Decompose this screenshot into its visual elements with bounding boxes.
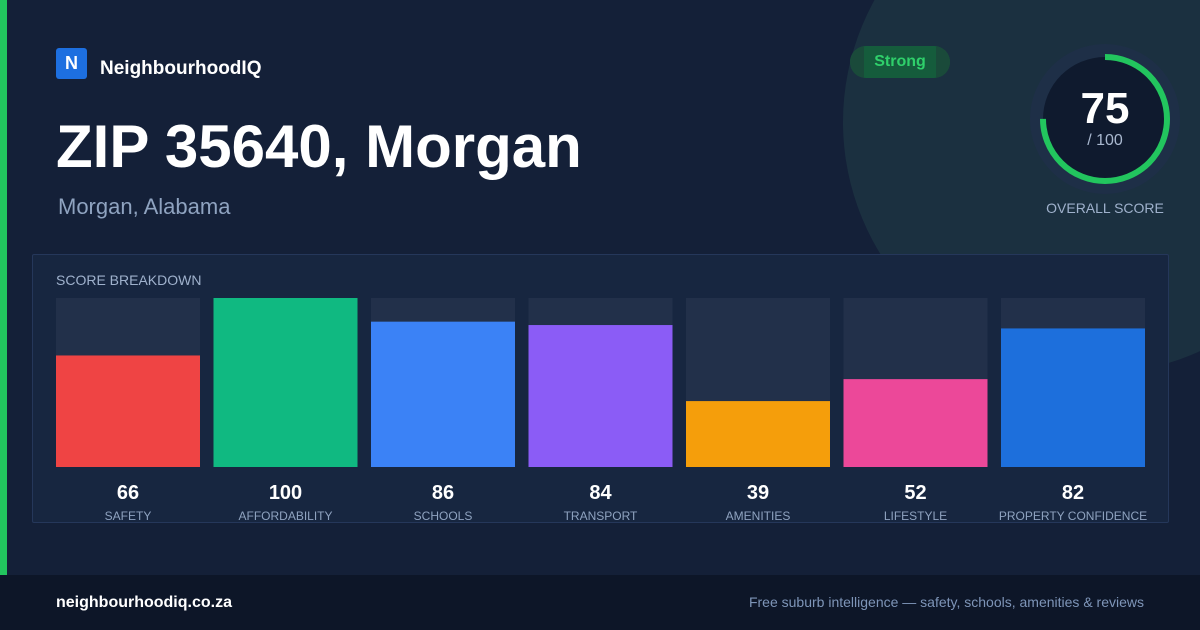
rating-badge: Strong [850, 46, 950, 78]
bar-transport [528, 325, 673, 467]
bar-value-affordability: 100 [269, 482, 302, 504]
score-breakdown-panel: SCORE BREAKDOWN 66 SAFETY 100 AFFORDABILITY… [32, 254, 1169, 523]
rating-badge-label: Strong [874, 53, 926, 70]
bar-value-schools: 86 [432, 482, 454, 504]
bar-label-affordability: AFFORDABILITY [238, 509, 332, 523]
bar-value-safety: 66 [117, 482, 139, 504]
bar-label-amenities: AMENITIES [726, 509, 791, 523]
overall-score-gauge: 75 / 100 [1028, 42, 1182, 196]
gauge-ring [1030, 44, 1180, 194]
footer-site-link[interactable]: neighbourhoodiq.co.za [56, 594, 232, 611]
brand-name: NeighbourhoodIQ [100, 58, 262, 79]
bar-affordability [213, 298, 358, 467]
bar-value-lifestyle: 52 [904, 482, 926, 504]
bar-label-lifestyle: LIFESTYLE [884, 509, 947, 523]
overall-score-max: / 100 [1087, 132, 1123, 149]
bar-schools [371, 321, 515, 467]
score-bar-chart: 66 SAFETY 100 AFFORDABILITY 86 SCHOOLS 84 TRANS… [56, 298, 1147, 523]
overall-score-value: 75 [1080, 84, 1130, 133]
bar-label-schools: SCHOOLS [414, 509, 473, 523]
bar-label-safety: SAFETY [105, 509, 152, 523]
brand-logo-icon: N [56, 47, 87, 79]
bar-safety [56, 355, 200, 467]
overall-score-label: OVERALL SCORE [1046, 200, 1164, 216]
bar-label-property-confidence: PROPERTY CONFIDENCE [999, 509, 1147, 523]
page-subtitle: Morgan, Alabama [58, 194, 231, 219]
bar-property-confidence [1001, 328, 1145, 467]
bar-value-amenities: 39 [747, 482, 769, 504]
gauge-arc [1040, 54, 1170, 184]
accent-strip [0, 0, 7, 575]
brand: N NeighbourhoodIQ [56, 46, 261, 80]
page-title: ZIP 35640, Morgan [56, 113, 582, 180]
bar-value-property-confidence: 82 [1062, 482, 1084, 504]
bar-value-transport: 84 [589, 482, 612, 504]
bar-lifestyle [843, 379, 988, 467]
bar-label-transport: TRANSPORT [564, 509, 638, 523]
footer: neighbourhoodiq.co.za Free suburb intell… [0, 575, 1200, 630]
bar-amenities [686, 401, 830, 467]
breakdown-title: SCORE BREAKDOWN [56, 272, 202, 288]
footer-tagline: Free suburb intelligence — safety, schoo… [748, 594, 1144, 610]
